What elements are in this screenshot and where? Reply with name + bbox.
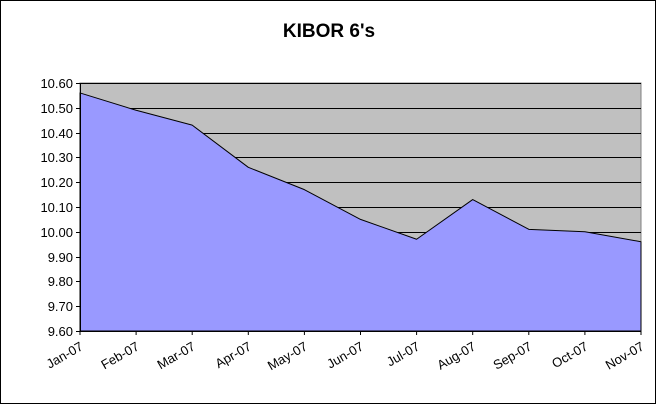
area-series [79, 92, 642, 332]
y-tick-label: 9.70 [48, 299, 73, 314]
y-tick-label: 10.20 [40, 175, 73, 190]
x-tick-label: Feb-07 [98, 339, 141, 373]
x-tick-label: May-07 [265, 339, 310, 374]
x-tick-label: Oct-07 [549, 339, 590, 371]
y-tick-label: 10.10 [40, 200, 73, 215]
x-tick-label: Sep-07 [490, 339, 534, 373]
y-tick-label: 10.30 [40, 150, 73, 165]
chart-title: KIBOR 6's [282, 21, 376, 42]
y-tick-labels: 9.60 9.70 9.80 9.90 10.00 10.10 10.20 10.30 10.4… [40, 76, 80, 339]
y-tick-label: 9.80 [48, 274, 73, 289]
y-tick-label: 10.40 [40, 126, 73, 141]
x-tick-label: Mar-07 [155, 339, 198, 373]
y-tick-label: 9.90 [48, 250, 73, 265]
y-tick-label: 9.60 [48, 324, 73, 339]
y-tick-label: 10.00 [40, 225, 73, 240]
x-tick-label: Jun-07 [324, 339, 366, 372]
x-tick-label: Apr-07 [212, 339, 253, 372]
x-tick-label: Nov-07 [603, 339, 647, 373]
x-tick-labels: Jan-07 Feb-07 Mar-07 Apr-07 May-07 Jun-07 Jul-… [44, 331, 647, 373]
y-tick-label: 10.50 [40, 101, 73, 116]
x-tick-label: Jan-07 [44, 339, 86, 372]
x-tick-label: Jul-07 [384, 339, 422, 370]
x-tick-label: Aug-07 [434, 339, 478, 373]
y-tick-label: 10.60 [40, 76, 73, 91]
